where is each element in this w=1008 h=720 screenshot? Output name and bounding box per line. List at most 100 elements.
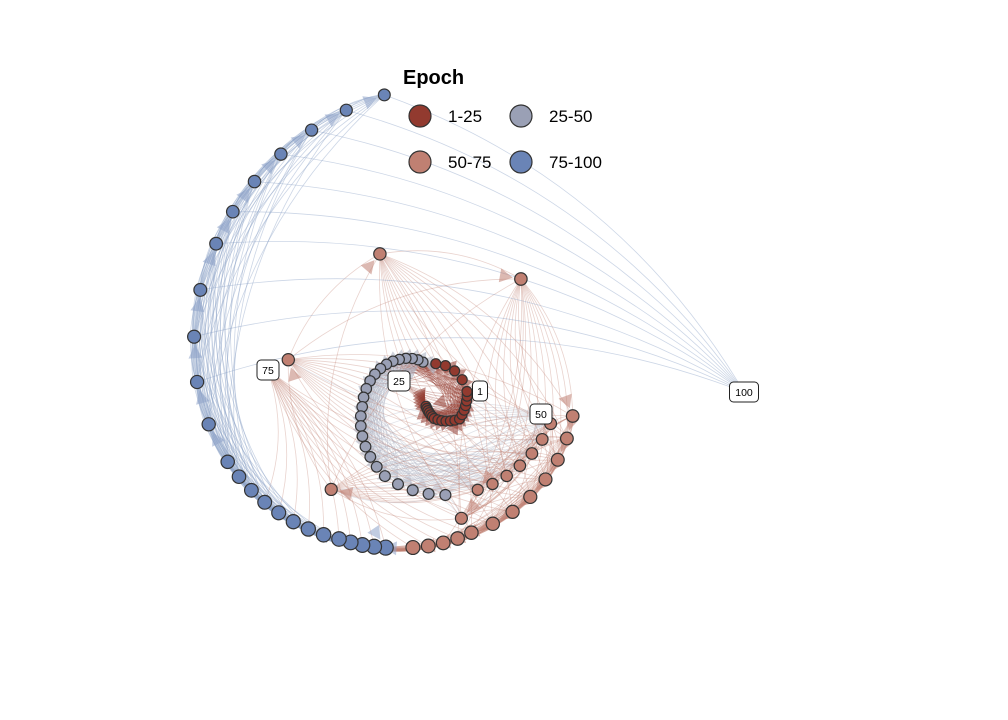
edge <box>201 243 229 462</box>
node-69 <box>485 516 501 532</box>
edge <box>360 402 542 427</box>
edge <box>397 469 507 485</box>
node-20 <box>461 385 473 398</box>
node-56 <box>535 432 549 446</box>
node-70 <box>464 525 479 540</box>
edge <box>485 278 522 485</box>
node-84 <box>271 505 287 521</box>
edge <box>224 181 255 491</box>
edge <box>360 358 407 417</box>
edge <box>199 94 385 291</box>
node-90 <box>189 374 205 390</box>
legend-entry-1-25: 1-25 <box>408 104 482 128</box>
edge <box>412 464 520 491</box>
node-37 <box>357 391 370 404</box>
edge <box>287 359 462 519</box>
node-60 <box>281 353 295 367</box>
edge <box>362 435 414 491</box>
edge <box>362 406 542 437</box>
edge <box>374 374 385 467</box>
edge <box>361 406 429 495</box>
edge <box>360 415 446 496</box>
edge <box>363 397 414 491</box>
edge <box>288 278 521 361</box>
edge <box>288 359 472 533</box>
edge <box>208 109 347 425</box>
edge <box>227 461 294 523</box>
edge <box>379 253 559 460</box>
edge <box>288 359 520 467</box>
edge <box>503 278 522 466</box>
edge <box>267 369 340 540</box>
edge <box>412 423 551 491</box>
edge <box>207 243 252 491</box>
edge <box>379 253 574 417</box>
edge <box>365 446 429 495</box>
edge <box>428 474 507 495</box>
edge <box>384 475 446 496</box>
edge <box>267 369 414 548</box>
node-49 <box>439 488 452 502</box>
node-87 <box>231 469 247 485</box>
edge <box>330 489 462 521</box>
legend-label-25-50: 25-50 <box>549 107 592 126</box>
edge <box>194 310 745 393</box>
legend-label-1-25: 1-25 <box>448 107 482 126</box>
edge <box>267 369 387 548</box>
edge <box>361 406 414 491</box>
node-89 <box>201 417 216 432</box>
edge <box>267 369 444 544</box>
edge <box>280 153 745 393</box>
node-55 <box>525 447 539 460</box>
edge <box>365 388 380 467</box>
node-97 <box>304 123 319 137</box>
node-99 <box>377 88 391 102</box>
edge <box>230 181 266 503</box>
edge <box>360 425 446 496</box>
edge <box>196 109 347 383</box>
edge <box>206 153 282 425</box>
edge <box>397 461 520 485</box>
edge <box>199 211 234 290</box>
edge <box>264 369 279 503</box>
edge <box>288 359 494 525</box>
edge <box>379 253 472 533</box>
edge <box>331 464 546 490</box>
edge <box>210 243 266 503</box>
edge <box>412 439 543 491</box>
node-85 <box>257 494 273 510</box>
edge <box>267 369 531 498</box>
edge <box>379 253 551 424</box>
edge <box>384 457 521 477</box>
edge <box>199 289 309 530</box>
edge-arrowhead <box>290 135 306 149</box>
edge <box>267 369 325 535</box>
edge <box>520 278 554 480</box>
edge <box>360 361 394 417</box>
edge-arrowhead <box>362 96 377 110</box>
edge <box>193 109 347 337</box>
edge <box>399 359 468 392</box>
node-label-75: 75 <box>256 359 280 381</box>
edge <box>471 278 527 533</box>
edge <box>193 336 309 530</box>
edge-arrowhead <box>288 367 302 382</box>
edge-arrowhead <box>202 251 216 267</box>
node-39 <box>354 410 367 422</box>
legend-label-75-100: 75-100 <box>549 153 602 172</box>
edge-arrowhead <box>190 298 205 313</box>
edge <box>379 253 460 539</box>
edge <box>362 368 382 437</box>
edge <box>238 476 309 530</box>
node-83 <box>285 514 301 530</box>
node-98 <box>339 103 353 117</box>
edge <box>267 369 310 530</box>
node-95 <box>247 174 262 189</box>
node-label-text: 1 <box>477 386 483 398</box>
edge <box>384 94 745 393</box>
legend-title: Epoch <box>403 67 464 89</box>
node-labels-layer: 1 25 50 75 100 <box>256 359 759 425</box>
edge <box>267 369 363 546</box>
edge <box>412 483 478 491</box>
